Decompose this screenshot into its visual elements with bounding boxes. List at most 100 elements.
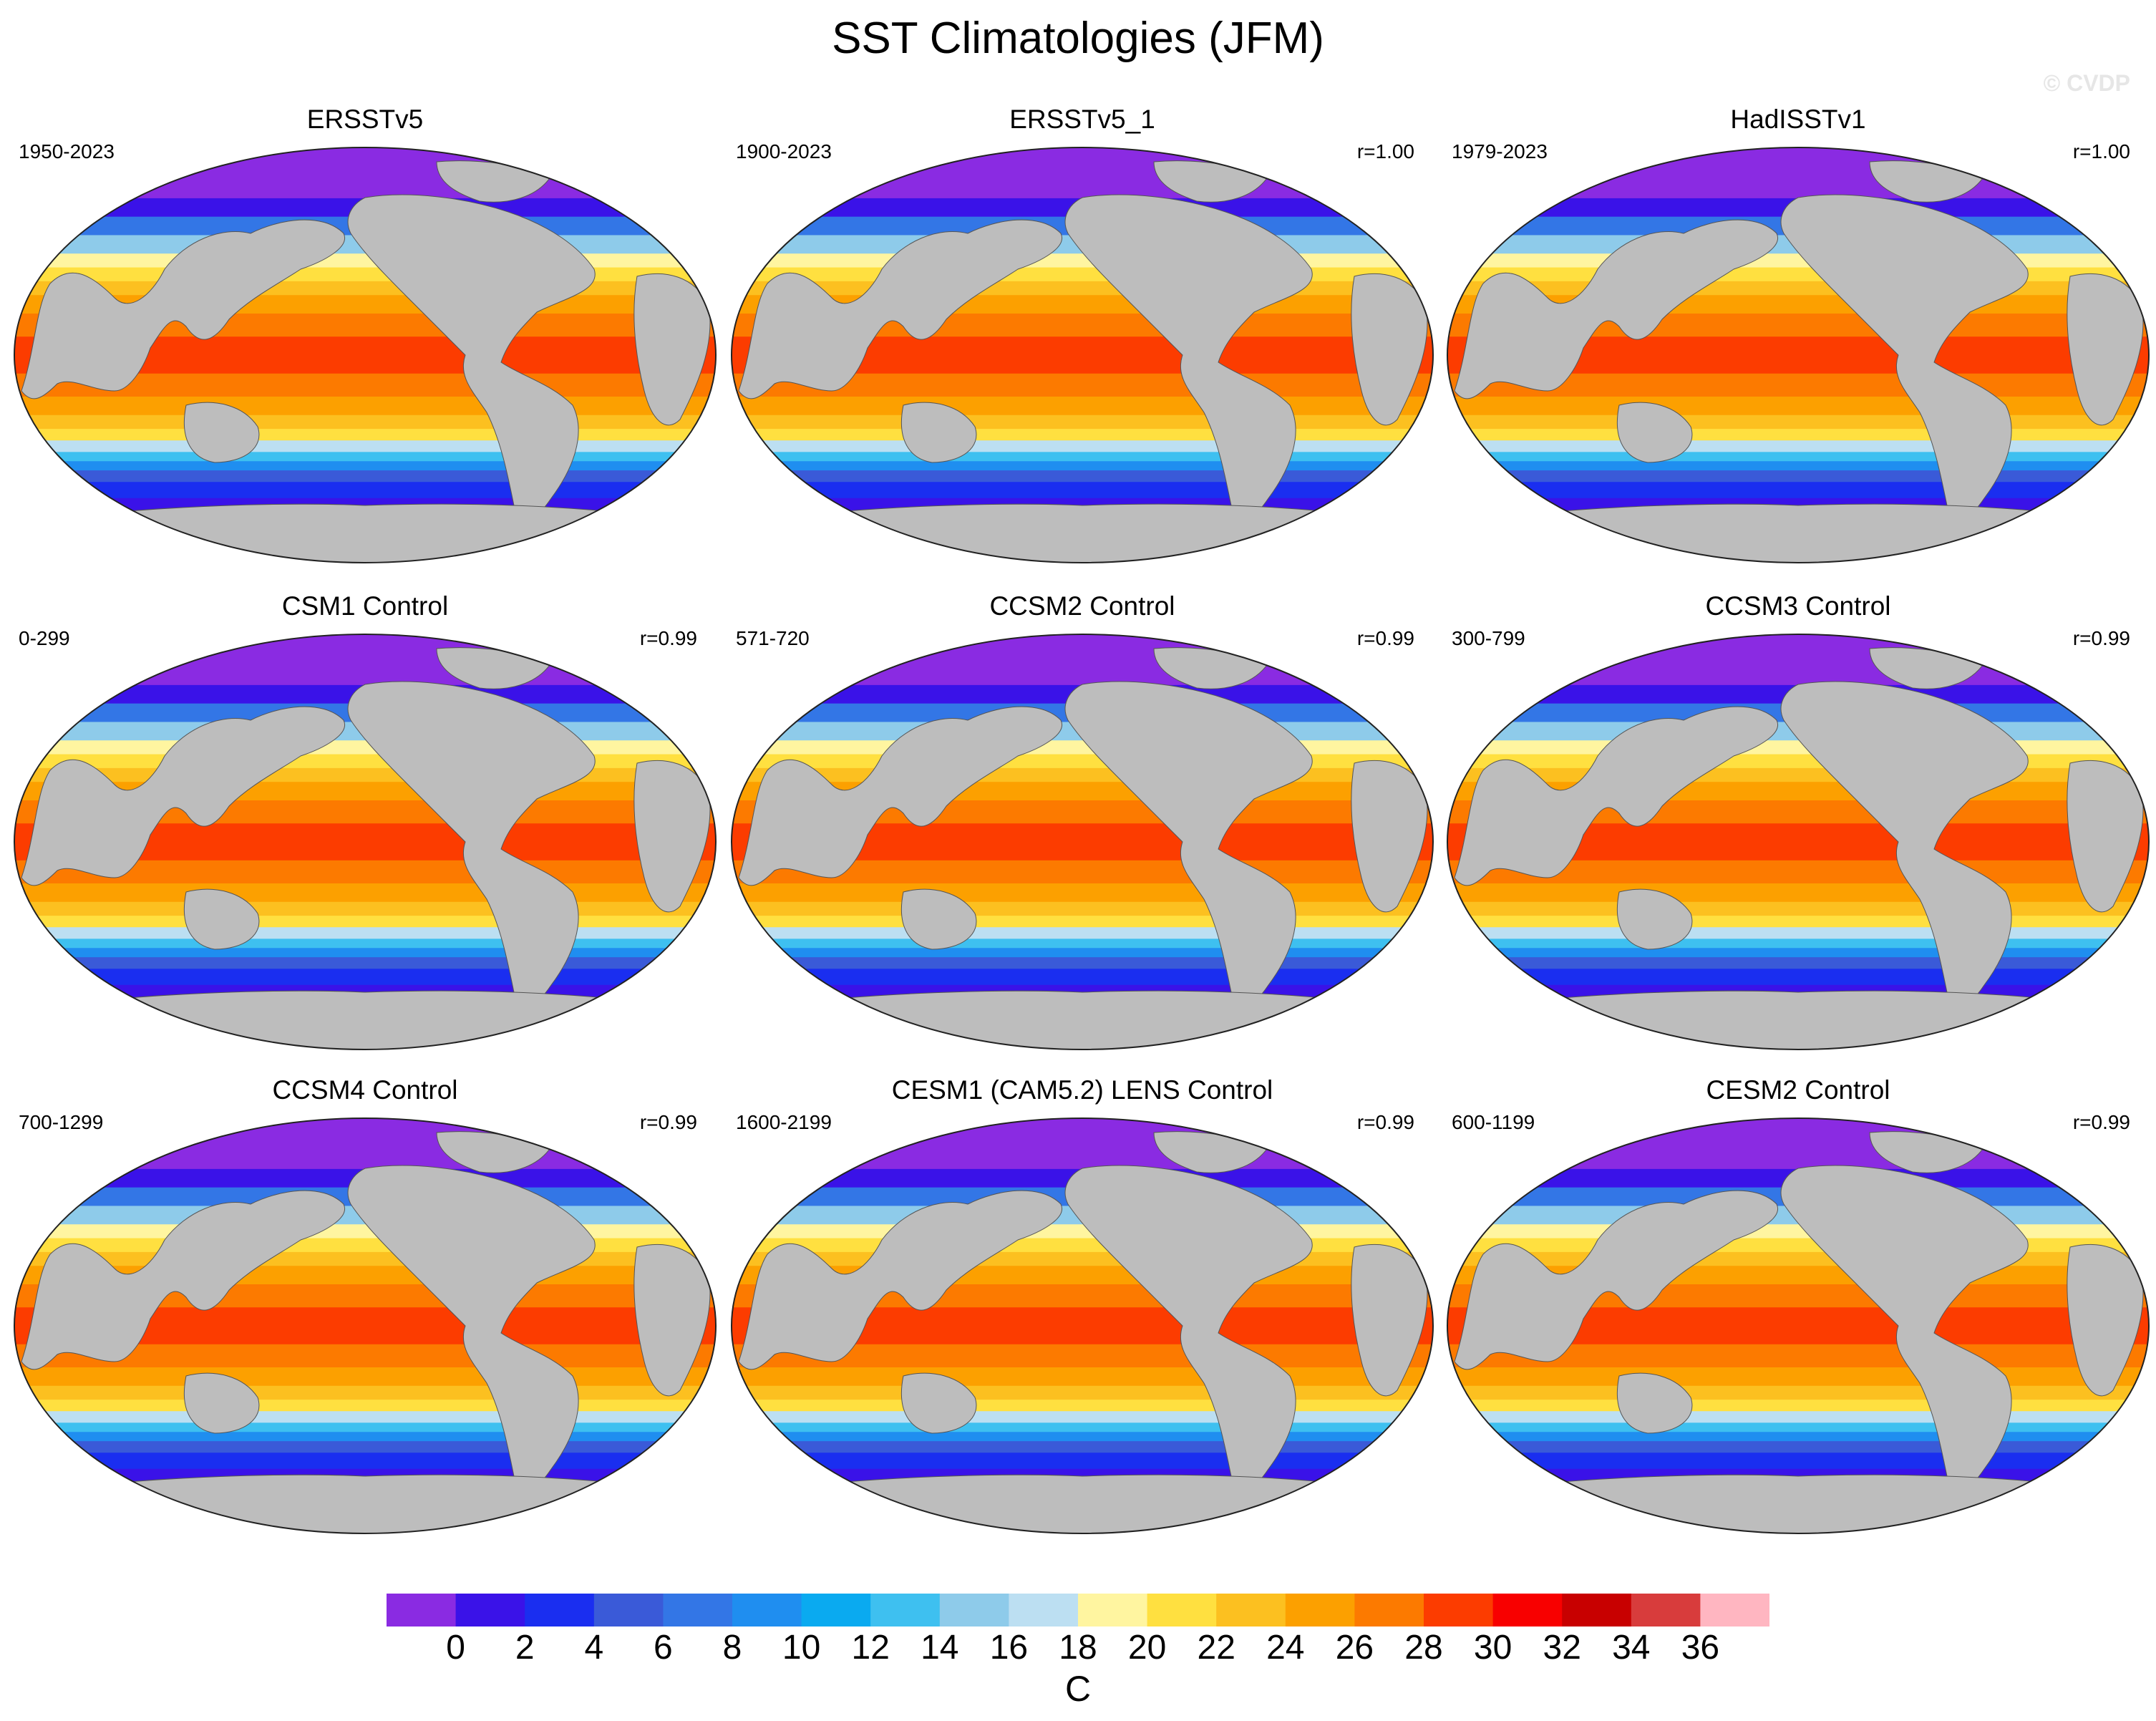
- land-mass: [1064, 194, 1313, 520]
- sst-band: [1447, 1411, 2149, 1424]
- land-mass: [183, 402, 260, 463]
- sst-band: [732, 267, 1433, 282]
- sst-band: [732, 927, 1433, 940]
- colorbar-segment: [1216, 1594, 1286, 1627]
- sst-band: [14, 1367, 716, 1387]
- colorbar-tick-label: 34: [1612, 1629, 1651, 1667]
- robinson-map: [14, 634, 717, 1050]
- sst-band: [1447, 740, 2149, 755]
- sst-band: [14, 253, 716, 268]
- sst-band: [732, 253, 1433, 268]
- land-mass: [183, 1372, 260, 1434]
- robinson-map: [1447, 1118, 2150, 1534]
- land-mass: [436, 160, 552, 203]
- land-mass: [1869, 1131, 1985, 1173]
- sst-band: [1447, 901, 2149, 917]
- land-mass: [21, 1190, 346, 1370]
- colorbar-tick-label: 10: [782, 1629, 821, 1667]
- map-outline: [14, 1118, 717, 1534]
- panel-years: 1979-2023: [1452, 140, 1548, 163]
- land-mass: [1351, 1244, 1428, 1397]
- land-mass: [766, 1474, 1399, 1533]
- sst-band: [732, 634, 1433, 686]
- panel-years: 571-720: [736, 627, 810, 649]
- robinson-map: [14, 147, 717, 563]
- sst-band: [14, 767, 716, 783]
- sst-band: [1447, 927, 2149, 940]
- map-outline: [1447, 1118, 2150, 1534]
- land-mass: [1616, 1372, 1693, 1434]
- colorbar-tick-label: 16: [989, 1629, 1029, 1667]
- sst-band: [732, 1367, 1433, 1387]
- land-mass: [1153, 160, 1269, 203]
- map-outline: [1447, 147, 2150, 563]
- sst-band: [732, 767, 1433, 783]
- colorbar-tick-label: 2: [515, 1629, 535, 1667]
- colorbar-tick-label: 14: [921, 1629, 959, 1667]
- sst-band: [14, 429, 716, 442]
- map-panel: CSM1 Control 0-299 r=0.99: [7, 591, 723, 1064]
- sst-band: [732, 754, 1433, 769]
- land-mass: [21, 706, 346, 886]
- sst-band: [1447, 1441, 2149, 1454]
- panel-title: ERSSTv5: [306, 105, 424, 134]
- land-mass: [49, 1474, 681, 1533]
- sst-band: [732, 901, 1433, 917]
- land-mass: [766, 990, 1399, 1049]
- land-mass: [633, 760, 711, 913]
- land-mass: [1454, 706, 1779, 886]
- sst-band: [1447, 767, 2149, 783]
- sst-band: [1447, 253, 2149, 268]
- land-mass: [1780, 681, 2029, 1007]
- sst-band: [732, 281, 1433, 296]
- map-outline: [731, 1118, 1434, 1534]
- panel-years: 1950-2023: [19, 140, 115, 163]
- colorbar-tick-label: 28: [1404, 1629, 1443, 1667]
- panel-correlation: r=0.99: [639, 1111, 697, 1133]
- land-mass: [2067, 760, 2144, 913]
- land-mass: [1351, 760, 1428, 913]
- panel-correlation: r=1.00: [1356, 140, 1414, 163]
- colorbar-segment: [387, 1594, 457, 1627]
- sst-band: [1447, 1422, 2149, 1433]
- sst-band: [732, 957, 1433, 970]
- panel-years: 1600-2199: [736, 1111, 832, 1133]
- colorbar-tick-label: 6: [654, 1629, 673, 1667]
- panel-title: ERSSTv5_1: [1009, 105, 1155, 134]
- land-mass: [900, 402, 977, 463]
- map-outline: [14, 147, 717, 563]
- colorbar-tick-label: 12: [851, 1629, 890, 1667]
- map-panel: CCSM4 Control 700-1299 r=0.99: [7, 1075, 723, 1548]
- panel-years: 600-1199: [1452, 1111, 1535, 1133]
- colorbar-segment: [525, 1594, 595, 1627]
- figure-title: SST Climatologies (JFM): [832, 14, 1324, 63]
- map-outline: [1447, 634, 2150, 1050]
- sst-band: [732, 429, 1433, 442]
- sst-band: [14, 470, 716, 483]
- sst-band: [732, 1411, 1433, 1424]
- sst-band: [14, 440, 716, 453]
- land-mass: [1064, 1165, 1313, 1491]
- land-mass: [1153, 1131, 1269, 1173]
- sst-band: [1447, 397, 2149, 416]
- sst-band: [732, 883, 1433, 903]
- map-panel: HadISSTv1 1979-2023 r=1.00: [1440, 105, 2156, 577]
- land-mass: [1454, 219, 1779, 399]
- sst-band: [1447, 147, 2149, 199]
- land-mass: [1616, 402, 1693, 463]
- land-mass: [738, 706, 1063, 886]
- sst-band: [14, 1118, 716, 1170]
- land-mass: [1780, 194, 2029, 520]
- sst-band: [14, 1432, 716, 1443]
- sst-band: [732, 939, 1433, 949]
- colorbar-segment: [1700, 1594, 1769, 1627]
- colorbar-tick-label: 22: [1197, 1629, 1235, 1667]
- panel-years: 700-1299: [19, 1111, 104, 1133]
- sst-band: [14, 147, 716, 199]
- sst-band: [14, 397, 716, 416]
- sst-band: [1447, 948, 2149, 959]
- sst-band: [732, 1224, 1433, 1239]
- land-mass: [2067, 1244, 2144, 1397]
- colorbar-segment: [870, 1594, 941, 1627]
- panel-title: CESM2 Control: [1706, 1075, 1890, 1105]
